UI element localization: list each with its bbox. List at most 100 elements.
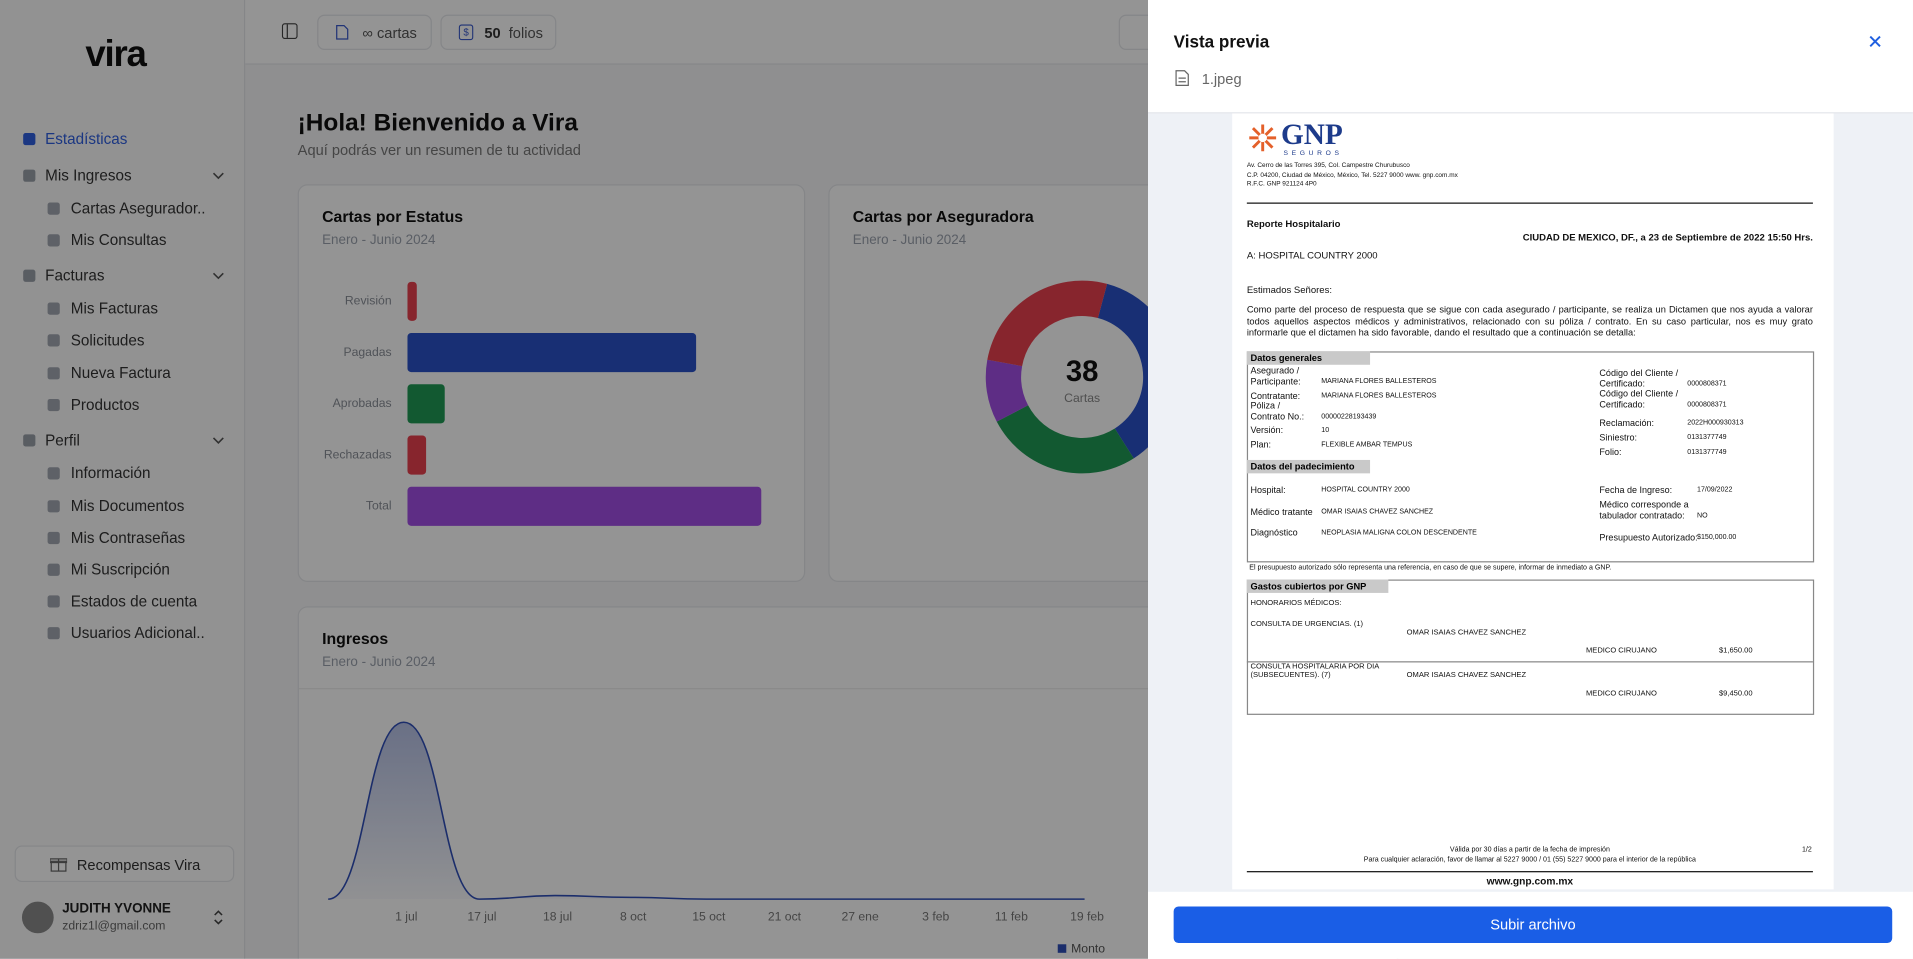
file-icon [1175,70,1189,87]
upload-button[interactable]: Subir archivo [1173,906,1893,944]
nav-icon [47,467,60,480]
section-heading: Datos generales [1246,351,1371,365]
rule [1246,871,1813,873]
field-label: Código del Cliente / Certificado: [1599,387,1679,410]
nav-subitem[interactable]: Mis Documentos [70,497,185,515]
nav-subitem[interactable]: Mis Facturas [70,300,159,318]
card-title: Ingresos [322,629,389,648]
field-value: NEOPLASIA MALIGNA COLON DESCENDENTE [1321,528,1477,537]
sidebar-toggle[interactable] [281,23,298,40]
x-tick-label: 18 jul [543,910,572,924]
website: www.gnp.com.mx [1486,874,1574,887]
field-label: Plan: [1250,438,1272,450]
nav-icon [47,531,60,544]
nav-subitem[interactable]: Nueva Factura [70,364,171,382]
gnp-logo-sub: SEGUROS [1283,150,1343,158]
nav-subitem[interactable]: Mi Suscripción [70,561,170,579]
cartas-chip[interactable]: ∞ cartas [317,14,432,51]
folios-unit: folios [508,24,543,42]
nav-icon [47,595,60,608]
svg-text:$: $ [463,28,469,39]
field-value: MARIANA FLORES BALLESTEROS [1321,392,1437,400]
nav-subitem[interactable]: Usuarios Adicional... [70,625,205,643]
x-tick-label: 21 oct [768,910,802,924]
intro: Como parte del proceso de respuesta que … [1246,303,1813,339]
x-tick-label: 17 jul [467,910,496,924]
bar [407,384,445,424]
field-label: Médico tratante [1250,505,1313,517]
user-name: JUDITH YVONNE [62,901,171,917]
chevron-path [212,272,224,280]
nav-icon [23,434,36,447]
bar [407,333,697,373]
salutation: Estimados Señores: [1246,284,1332,296]
field-label: Fecha de Ingreso: [1599,483,1673,495]
nav-subitem[interactable]: Información [70,465,151,483]
nav-icon [47,233,60,247]
cartas-unit: cartas [376,24,417,42]
chevron [212,172,224,179]
rule [1246,661,1813,663]
bar [407,435,427,475]
area-line [328,721,1085,900]
page-number: 1/2 [1801,846,1812,854]
address-line: C.P. 04200, Ciudad de México, México, Te… [1246,171,1458,179]
gnp-emblem [1249,124,1277,152]
rewards-label: Recompensas Vira [76,856,201,874]
nav-icon [47,398,60,411]
nav-item[interactable]: Estadísticas [45,130,128,148]
bar-label: Total [366,499,392,513]
validity: Válida por 30 días a partir de la fecha … [1449,846,1610,854]
nav-icon [47,302,60,315]
file-name: 1.jpeg [1201,70,1242,88]
nav-item[interactable]: Perfil [45,432,80,450]
sidebar: vira Estadísticas Mis Ingresos Cartas Aseg… [0,0,246,959]
area-chart: 1 jul 17 jul 18 jul 8 oct 15 oct 21 oct 27 ene… [328,721,1105,955]
field-label: Hospital: [1250,483,1286,495]
section-heading: Gastos cubiertos por GNP [1246,579,1389,593]
field-value: FLEXIBLE AMBAR TEMPUS [1321,441,1413,449]
close-button[interactable] [1869,35,1881,48]
field-value: 0131377749 [1687,433,1727,442]
nav-item[interactable]: Facturas [45,267,105,285]
overlay[interactable] [0,0,1149,959]
nav-subitem[interactable]: Estados de cuenta [70,593,198,611]
nav-item[interactable]: Mis Ingresos [45,166,132,184]
bar-chart: Revisión Pagadas Aprobadas Rechazadas Total [324,281,762,526]
addressee: A: HOSPITAL COUNTRY 2000 [1246,250,1378,262]
field-label: Folio: [1599,446,1622,458]
nav-icon [47,499,60,512]
folios-chip[interactable]: $ 50 folios [440,14,557,51]
field-label: Contratante: [1250,390,1301,402]
chevron-updown[interactable] [212,909,224,926]
field-value: 0000808371 [1687,400,1727,409]
field-value: NO [1697,511,1708,520]
document-page: GNP SEGUROS Av. Cerro de las Torres 395,… [1232,113,1834,890]
field-label: Versión: [1250,424,1284,436]
nav-subitem[interactable]: Mis Contraseñas [70,529,186,547]
divider [298,688,1397,690]
nav-icon [47,563,60,576]
address-line: R.F.C. GNP 921124 4P0 [1246,180,1317,189]
chevron-path [212,172,224,179]
x-tick-label: 8 oct [620,910,647,924]
bar-label: Revisión [345,294,392,308]
nav-subitem[interactable]: Productos [70,396,140,414]
status-card: Cartas por Estatus Enero - Junio 2024 Re… [297,184,806,582]
field-label: Diagnóstico [1250,526,1298,538]
nav-subitem[interactable]: Mis Consultas [70,231,167,249]
card-subtitle: Enero - Junio 2024 [322,655,436,670]
user-email: zdriz1l@gmail.com [62,919,166,934]
legend-swatch [1057,944,1067,953]
gnp-logo: GNP [1281,119,1343,152]
card-subtitle: Enero - Junio 2024 [852,233,967,248]
x-tick-label: 3 feb [922,910,949,924]
nav-icon [47,334,60,347]
nav-subitem[interactable]: Solicitudes [70,332,145,350]
nav-subitem[interactable]: Cartas Asegurador... [70,199,205,217]
avatar [21,901,54,934]
x-tick-label: 27 ene [841,910,878,924]
rewards-button[interactable]: Recompensas Vira [14,845,235,883]
nav-icon [47,366,60,379]
expense-concept: CONSULTA HOSPITALARIA POR DIA (SUBSECUEN… [1250,662,1379,680]
